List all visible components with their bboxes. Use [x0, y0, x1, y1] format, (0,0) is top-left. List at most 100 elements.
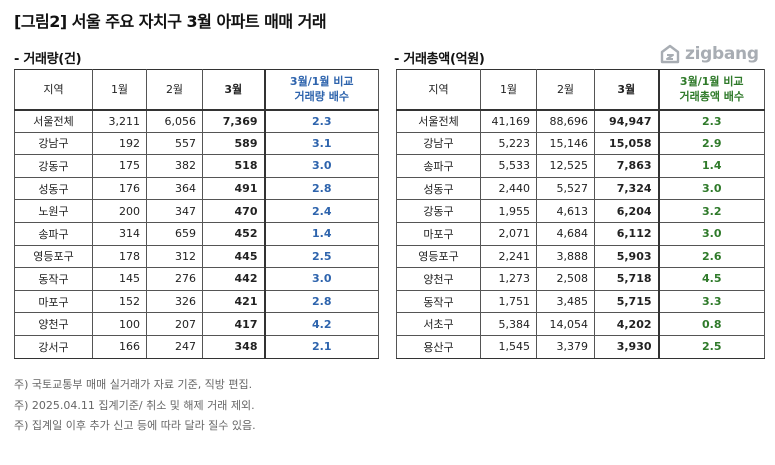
- cell-mar: 94,947: [594, 108, 659, 133]
- cell-jan: 192: [92, 131, 147, 156]
- table-row: 서울전체 41,169 88,696 94,947 2.3: [396, 108, 765, 133]
- table-row: 강동구 1,955 4,613 6,204 3.2: [396, 199, 765, 223]
- header-ratio-text: 3월/1월 비교 거래총액 배수: [679, 75, 745, 104]
- table-row: 양천구 1,273 2,508 5,718 4.5: [396, 267, 765, 291]
- cell-jan: 152: [92, 289, 147, 314]
- cell-ratio: 2.8: [263, 289, 379, 314]
- cell-region: 마포구: [14, 289, 93, 314]
- cell-mar: 7,863: [594, 154, 659, 178]
- cell-jan: 314: [92, 221, 147, 246]
- cell-ratio: 2.6: [657, 244, 765, 269]
- transaction-amount-subtitle: - 거래총액(억원): [394, 52, 485, 67]
- cell-ratio: 2.3: [657, 108, 765, 133]
- cell-mar: 15,058: [594, 131, 659, 156]
- table-row: 마포구 2,071 4,684 6,112 3.0: [396, 221, 765, 246]
- cell-feb: 12,525: [536, 154, 595, 178]
- table-row: 동작구 1,751 3,485 5,715 3.3: [396, 289, 765, 314]
- zigbang-logo-icon: [660, 44, 680, 64]
- cell-feb: 6,056: [146, 108, 203, 133]
- footnotes: 주) 국토교통부 매매 실거래가 자료 기준, 직방 편집. 주) 2025.0…: [14, 375, 256, 437]
- cell-mar: 442: [202, 267, 265, 291]
- cell-ratio: 3.0: [657, 221, 765, 246]
- header-jan: 1월: [480, 69, 537, 110]
- header-mar: 3월: [202, 69, 265, 110]
- zigbang-logo-text: zigbang: [685, 44, 759, 64]
- cell-jan: 41,169: [480, 108, 537, 133]
- cell-jan: 100: [92, 312, 147, 336]
- cell-jan: 5,384: [480, 312, 537, 336]
- header-ratio: 3월/1월 비교 거래량 배수: [263, 69, 379, 110]
- cell-region: 노원구: [14, 199, 93, 223]
- cell-region: 동작구: [396, 289, 481, 314]
- cell-ratio: 2.5: [263, 244, 379, 269]
- cell-jan: 1,273: [480, 267, 537, 291]
- cell-jan: 5,533: [480, 154, 537, 178]
- table-row: 동작구 145 276 442 3.0: [14, 267, 379, 291]
- cell-region: 강남구: [396, 131, 481, 156]
- cell-region: 서울전체: [396, 108, 481, 133]
- cell-mar: 5,903: [594, 244, 659, 269]
- cell-mar: 491: [202, 176, 265, 201]
- header-feb: 2월: [146, 69, 203, 110]
- cell-mar: 7,369: [202, 108, 265, 133]
- cell-region: 양천구: [14, 312, 93, 336]
- transaction-amount-table: 지역 1월 2월 3월 3월/1월 비교 거래총액 배수 서울전체 41,169 8…: [396, 69, 765, 359]
- header-mar: 3월: [594, 69, 659, 110]
- cell-mar: 3,930: [594, 334, 659, 359]
- cell-region: 용산구: [396, 334, 481, 359]
- cell-jan: 5,223: [480, 131, 537, 156]
- cell-feb: 276: [146, 267, 203, 291]
- table-row: 강남구 192 557 589 3.1: [14, 131, 379, 156]
- cell-ratio: 3.0: [263, 267, 379, 291]
- cell-ratio: 4.5: [657, 267, 765, 291]
- page-title: [그림2] 서울 주요 자치구 3월 아파트 매매 거래: [14, 12, 327, 31]
- footnote: 주) 2025.04.11 집계기준/ 취소 및 해제 거래 제외.: [14, 398, 255, 412]
- cell-region: 강동구: [14, 154, 93, 178]
- table-row: 성동구 2,440 5,527 7,324 3.0: [396, 176, 765, 201]
- cell-mar: 470: [202, 199, 265, 223]
- table-row: 서울전체 3,211 6,056 7,369 2.3: [14, 108, 379, 133]
- footnote: 주) 집계일 이후 추가 신고 등에 따라 달라 질수 있음.: [14, 419, 256, 432]
- header-jan: 1월: [92, 69, 147, 110]
- cell-feb: 347: [146, 199, 203, 223]
- cell-jan: 166: [92, 334, 147, 359]
- cell-ratio: 3.0: [263, 154, 379, 178]
- cell-mar: 518: [202, 154, 265, 178]
- cell-feb: 3,485: [536, 289, 595, 314]
- cell-feb: 382: [146, 154, 203, 178]
- cell-region: 강남구: [14, 131, 93, 156]
- cell-ratio: 2.8: [263, 176, 379, 201]
- table-row: 강남구 5,223 15,146 15,058 2.9: [396, 131, 765, 156]
- cell-feb: 326: [146, 289, 203, 314]
- cell-feb: 5,527: [536, 176, 595, 201]
- cell-jan: 178: [92, 244, 147, 269]
- cell-feb: 3,379: [536, 334, 595, 359]
- table-row: 영등포구 178 312 445 2.5: [14, 244, 379, 269]
- cell-ratio: 3.2: [657, 199, 765, 223]
- cell-jan: 2,440: [480, 176, 537, 201]
- table-row: 노원구 200 347 470 2.4: [14, 199, 379, 223]
- cell-ratio: 4.2: [263, 312, 379, 336]
- cell-ratio: 2.3: [263, 108, 379, 133]
- cell-region: 영등포구: [14, 244, 93, 269]
- header-ratio: 3월/1월 비교 거래총액 배수: [657, 69, 765, 110]
- cell-ratio: 2.4: [263, 199, 379, 223]
- cell-region: 성동구: [14, 176, 93, 201]
- table-row: 송파구 314 659 452 1.4: [14, 221, 379, 246]
- cell-mar: 6,112: [594, 221, 659, 246]
- table-row: 양천구 100 207 417 4.2: [14, 312, 379, 336]
- cell-jan: 145: [92, 267, 147, 291]
- cell-ratio: 2.1: [263, 334, 379, 359]
- table-row: 서초구 5,384 14,054 4,202 0.8: [396, 312, 765, 336]
- cell-feb: 659: [146, 221, 203, 246]
- header-feb: 2월: [536, 69, 595, 110]
- cell-jan: 2,241: [480, 244, 537, 269]
- cell-region: 마포구: [396, 221, 481, 246]
- transaction-volume-subtitle: - 거래량(건): [14, 52, 82, 67]
- cell-mar: 421: [202, 289, 265, 314]
- cell-feb: 557: [146, 131, 203, 156]
- cell-feb: 247: [146, 334, 203, 359]
- cell-feb: 312: [146, 244, 203, 269]
- cell-feb: 14,054: [536, 312, 595, 336]
- cell-feb: 4,613: [536, 199, 595, 223]
